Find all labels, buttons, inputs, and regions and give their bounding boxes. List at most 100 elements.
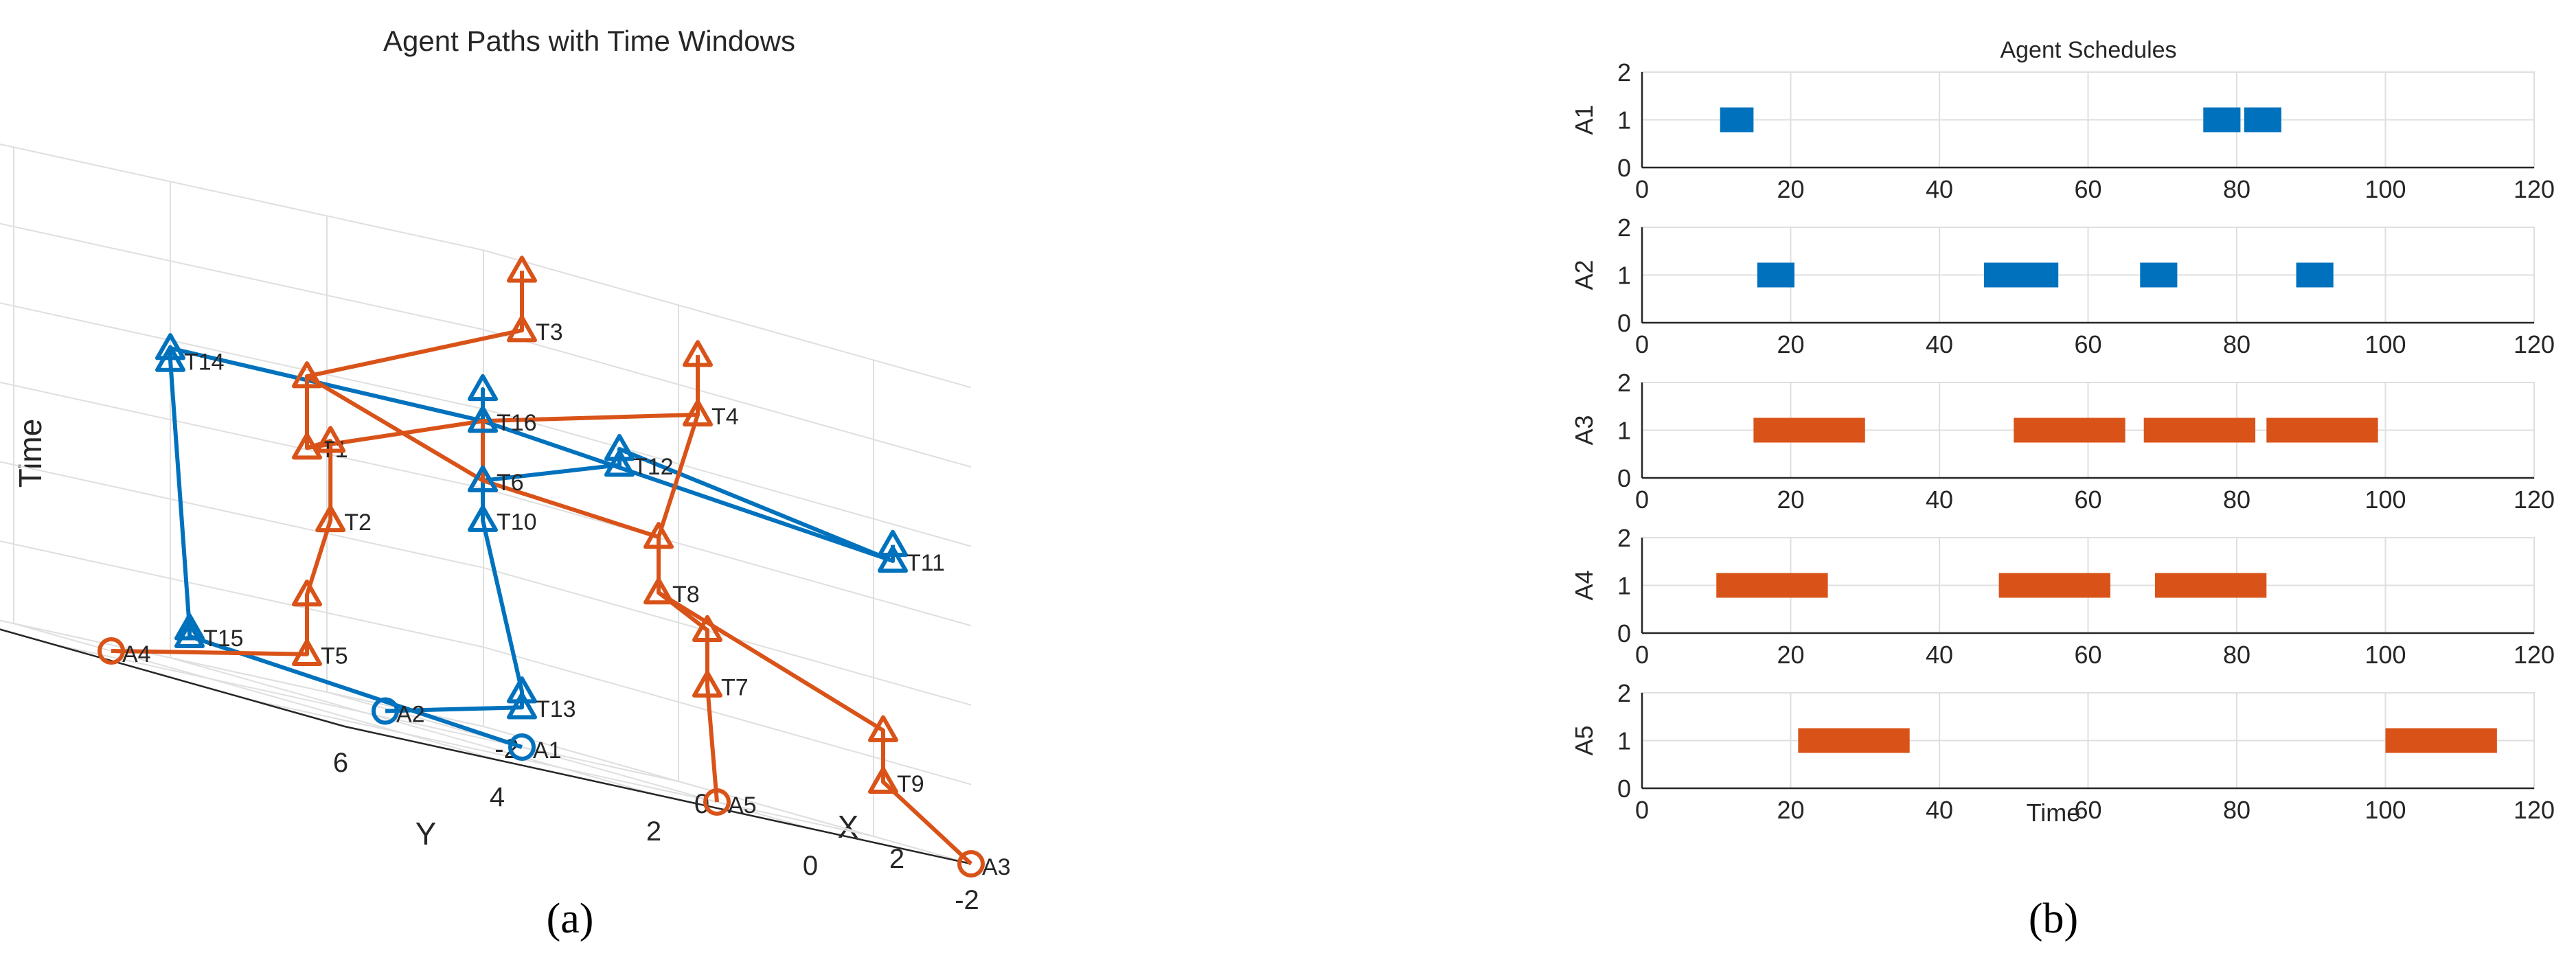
task-label-T15: T15 <box>203 626 244 652</box>
task-label-T7: T7 <box>721 675 749 701</box>
grid-line <box>247 698 874 837</box>
task-label-T10: T10 <box>497 509 537 536</box>
panel-b-caption: (b) <box>2029 895 2078 942</box>
x-tick-label: 60 <box>2074 796 2101 824</box>
schedule-bar-A4-2 <box>1998 573 2110 598</box>
x-tick-label: 20 <box>1777 485 1804 514</box>
x-tick-label: 40 <box>1926 485 1953 514</box>
agent-label-A5: A5 <box>728 792 757 818</box>
x-tick-label: 60 <box>2074 641 2101 669</box>
grid-line <box>0 143 484 251</box>
y-tick-label: 4 <box>490 782 505 812</box>
schedule-xlabel: Time <box>2027 799 2081 827</box>
panel-a-3d-paths: Agent Paths with Time Windows Time Y X 0… <box>0 25 1011 942</box>
y-tick-label: 1 <box>1617 262 1631 290</box>
schedule-bar-A3-4 <box>2266 417 2378 443</box>
agent-label-A3: A3 <box>982 854 1011 880</box>
y-tick-label: 1 <box>1617 727 1631 755</box>
panel-a-caption: (a) <box>547 895 594 942</box>
x-tick-label: 60 <box>2074 485 2101 514</box>
x-tick-label: 0 <box>1635 330 1649 358</box>
y-axis-label: Y <box>415 816 437 851</box>
schedule-bar-A4-1 <box>1716 573 1828 598</box>
x-axis-line <box>344 725 972 865</box>
y-tick-label: 0 <box>1617 154 1631 182</box>
row-label-A4: A4 <box>1570 570 1598 600</box>
task-marker-T12 <box>604 434 635 461</box>
schedule-bar-A3-1 <box>1753 417 1865 443</box>
x-tick-label: 0 <box>1635 175 1649 203</box>
task-marker-T15 <box>174 613 205 641</box>
task-label-T9: T9 <box>897 771 924 797</box>
y-tick-label: 1 <box>1617 417 1631 445</box>
x-tick-label: 80 <box>2223 175 2250 203</box>
task-marker-T5 <box>292 580 322 607</box>
task-marker-T15 <box>174 621 205 649</box>
task-label-T2: T2 <box>344 509 372 536</box>
y-tick-label: 2 <box>646 816 661 847</box>
schedule-bar-A2-3 <box>2140 262 2178 288</box>
task-marker-T5 <box>292 639 322 666</box>
schedule-bar-A5-2 <box>2385 728 2497 753</box>
task-label-T14: T14 <box>184 350 225 376</box>
task-marker-T3 <box>507 255 537 283</box>
schedule-bar-A2-2 <box>1983 262 2059 288</box>
y-tick-label: 2 <box>1617 369 1631 397</box>
grid-line <box>170 657 659 796</box>
task-marker-T9 <box>868 715 898 742</box>
grid-line <box>483 329 972 468</box>
y-tick-label: 0 <box>1617 309 1631 337</box>
task-marker-T1 <box>292 361 322 389</box>
task-label-T12: T12 <box>633 454 674 480</box>
task-label-T11: T11 <box>907 550 945 576</box>
y-tick-label: -2 <box>955 885 979 915</box>
agent-marker-A2 <box>372 697 399 725</box>
x-tick-label: 100 <box>2364 485 2406 514</box>
x-tick-label: 20 <box>1777 330 1804 358</box>
panel-a-title: Agent Paths with Time Windows <box>383 25 795 57</box>
grid-line <box>0 302 484 410</box>
x-tick-label: 60 <box>2074 175 2101 203</box>
task-label-T13: T13 <box>536 696 576 722</box>
x-tick-label: 0 <box>1635 485 1649 514</box>
y-tick-label: 1 <box>1617 572 1631 600</box>
y-tick-label: 1 <box>1617 106 1631 135</box>
task-label-T16: T16 <box>497 410 537 436</box>
y-tick-label: 2 <box>1617 58 1631 87</box>
route-A4 <box>111 355 700 656</box>
y-tick-label: 0 <box>803 851 818 881</box>
route-A1 <box>168 346 895 749</box>
x-tick-label: 0 <box>1635 641 1649 669</box>
grid-line <box>52 643 679 782</box>
grid-line <box>0 381 484 490</box>
y-tick-label: 0 <box>1617 775 1631 803</box>
schedule-bar-A2-1 <box>1757 262 1794 288</box>
x-tick-label: 20 <box>1777 796 1804 824</box>
x-tick-label: 40 <box>1926 175 1953 203</box>
x-tick-label: 80 <box>2223 641 2250 669</box>
x-tick-labels: -202 <box>494 734 904 874</box>
x-tick-label: 0 <box>1635 796 1649 824</box>
y-tick-label: 2 <box>1617 524 1631 552</box>
task-marker-T13 <box>507 676 537 704</box>
x-tick-label: 120 <box>2514 485 2555 514</box>
3d-axes-box <box>0 143 972 865</box>
panel-b-title: Agent Schedules <box>2000 37 2176 63</box>
x-tick-label: 20 <box>1777 175 1804 203</box>
x-tick-label: 2 <box>889 844 904 874</box>
task-marker-T10 <box>468 465 498 493</box>
task-marker-T1 <box>292 433 322 460</box>
task-label-T3: T3 <box>536 319 563 345</box>
route-A2 <box>385 447 895 713</box>
x-tick-label: 100 <box>2364 175 2406 203</box>
grid-line <box>326 691 815 830</box>
y-tick-labels: 6 4 2 0 -2 <box>333 748 979 915</box>
task-marker-T7 <box>692 615 722 642</box>
